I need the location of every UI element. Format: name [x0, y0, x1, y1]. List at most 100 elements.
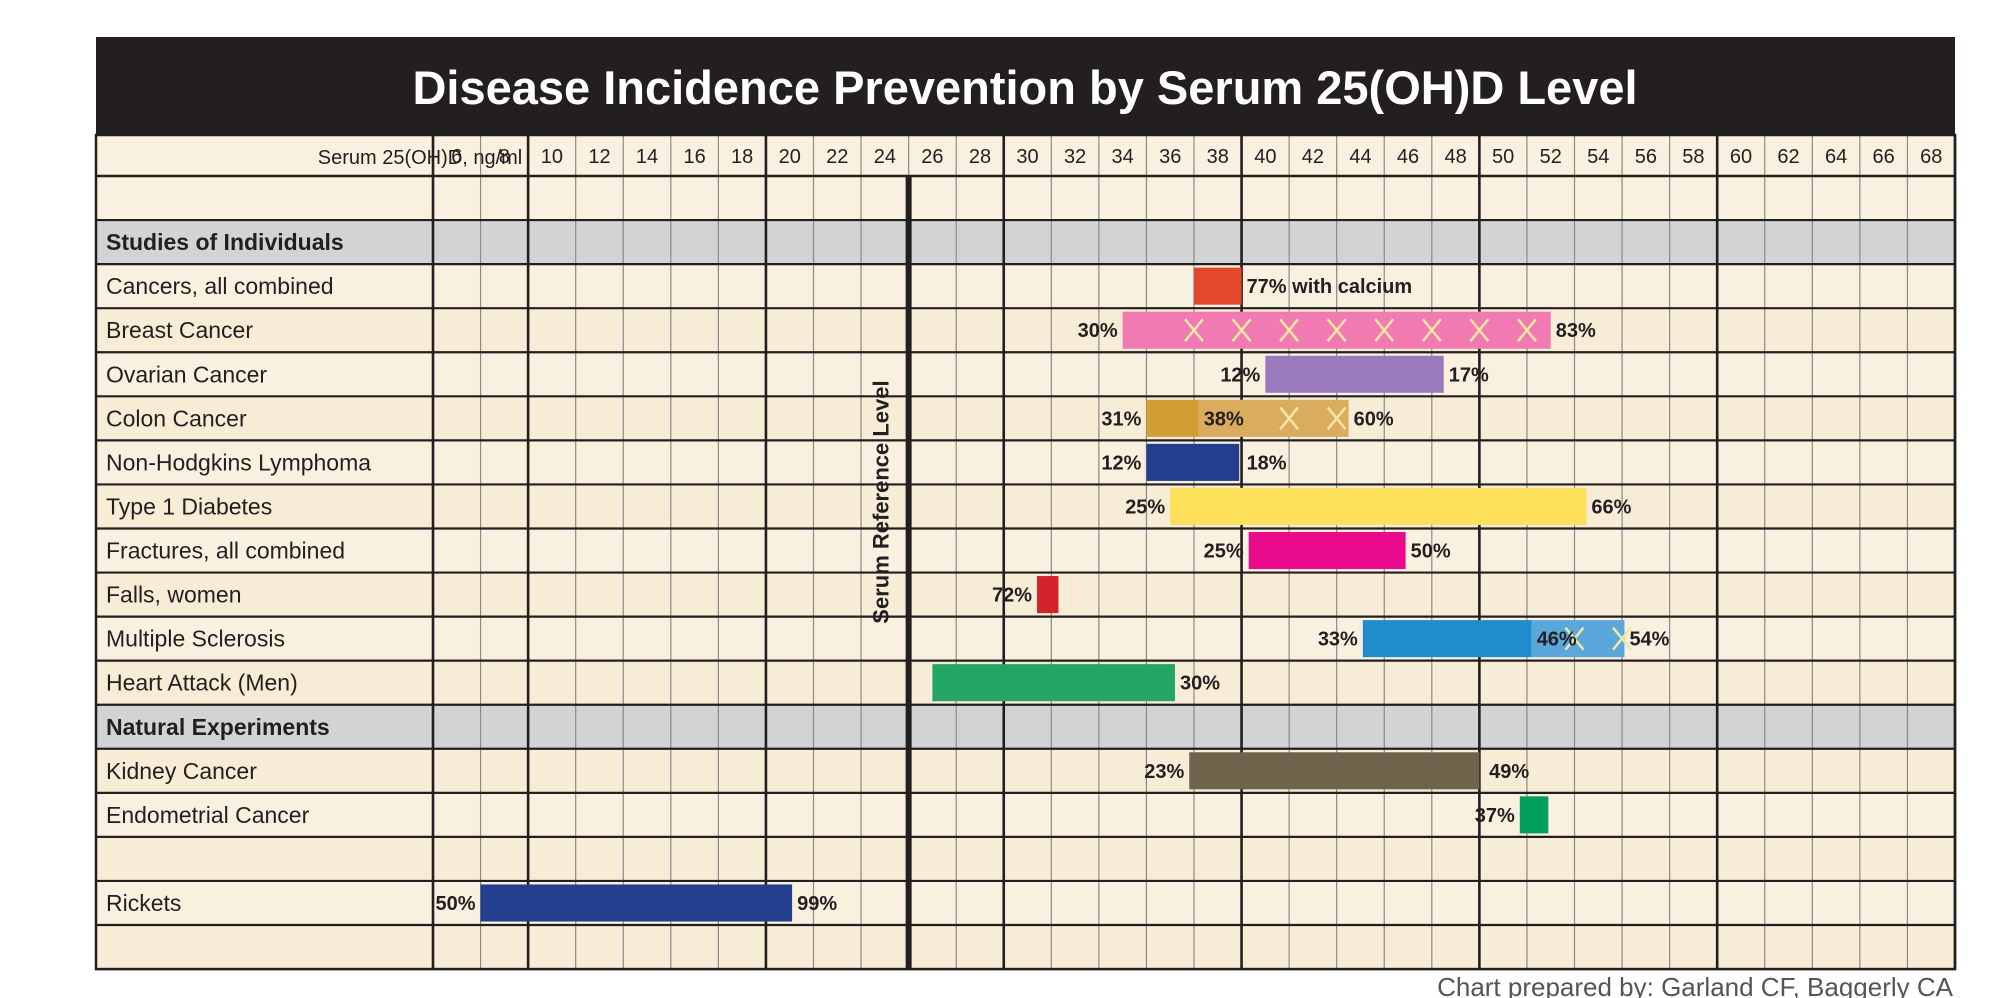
data-label: 12%: [1101, 452, 1141, 474]
row-bg: [96, 704, 1955, 749]
x-tick-label: 18: [731, 146, 753, 168]
x-tick-label: 32: [1064, 146, 1086, 168]
chart-title: Disease Incidence Prevention by Serum 25…: [412, 61, 1637, 114]
x-tick-label: 68: [1920, 146, 1942, 168]
row-bg: [96, 220, 1955, 265]
table-frame: [94, 133, 1957, 971]
row-bg: [96, 925, 1955, 970]
row-label: Falls, women: [106, 582, 241, 608]
x-tick-label: 54: [1587, 146, 1609, 168]
data-label: 23%: [1144, 761, 1184, 783]
range-bar: [1146, 443, 1240, 481]
data-label: 25%: [1204, 541, 1244, 563]
x-tick-label: 16: [683, 146, 705, 168]
data-label: 17%: [1449, 364, 1489, 386]
row-label: Cancers, all combined: [106, 273, 334, 299]
x-tick-label: 14: [636, 146, 658, 168]
row-bg: [96, 792, 1955, 837]
row-bg: [96, 352, 1955, 397]
x-tick-label: 58: [1682, 146, 1704, 168]
data-label: 60%: [1354, 408, 1394, 430]
data-label: 25%: [1125, 496, 1165, 518]
x-axis-label: Serum 25(OH)D, ng/ml: [318, 147, 523, 169]
data-label: 30%: [1078, 320, 1118, 342]
row-bg: [96, 308, 1955, 353]
x-tick-label: 30: [1016, 146, 1038, 168]
data-label: 83%: [1556, 320, 1596, 342]
range-bar: [1146, 399, 1199, 437]
x-tick-label: 36: [1159, 146, 1181, 168]
x-tick-label: 42: [1302, 146, 1324, 168]
x-tick-label: 28: [969, 146, 991, 168]
row-label: Kidney Cancer: [106, 758, 257, 784]
range-bar: [1037, 576, 1059, 614]
row-bg: [96, 880, 1955, 926]
range-bar: [1531, 620, 1625, 658]
range-bar: [1189, 752, 1480, 790]
x-tick-label: 34: [1112, 146, 1134, 168]
x-tick-label: 64: [1825, 146, 1847, 168]
row-backgrounds: [96, 135, 1955, 970]
x-tick-label: 10: [541, 146, 563, 168]
x-mark: [1612, 626, 1633, 651]
x-mark: [1279, 406, 1300, 431]
data-bars: [480, 267, 1633, 922]
x-tick-label: 56: [1635, 146, 1657, 168]
row-label: Multiple Sclerosis: [106, 626, 285, 652]
x-tick-label: 66: [1873, 146, 1895, 168]
data-label: 77% with calcium: [1247, 276, 1413, 298]
data-label: 31%: [1101, 408, 1141, 430]
row-bg: [96, 484, 1955, 529]
x-mark: [1421, 318, 1442, 343]
x-tick-label: 46: [1397, 146, 1419, 168]
row-label: Endometrial Cancer: [106, 802, 310, 828]
x-mark: [1326, 318, 1347, 343]
range-bar: [1519, 796, 1549, 834]
data-label: 18%: [1247, 452, 1287, 474]
x-mark: [1374, 318, 1395, 343]
data-label: 66%: [1591, 496, 1631, 518]
row-bg: [96, 440, 1955, 485]
row-bg: [96, 176, 1955, 221]
row-bg: [96, 264, 1955, 309]
x-tick-label: 44: [1349, 146, 1371, 168]
title-bar: [96, 37, 1955, 135]
x-tick-label: 12: [588, 146, 610, 168]
data-label: 37%: [1475, 805, 1515, 827]
range-bar: [1194, 267, 1242, 305]
row-label: Breast Cancer: [106, 317, 253, 343]
row-bg: [96, 748, 1955, 793]
x-tick-label: 22: [826, 146, 848, 168]
data-label: 46%: [1537, 629, 1577, 651]
data-label: 38%: [1204, 408, 1244, 430]
chart-labels: 6 8 10 12 14 16 18 20 22 24 26 28 30 32 34 36 38 40 42 44 46…: [106, 146, 1942, 916]
data-label: 49%: [1489, 761, 1529, 783]
data-label: 72%: [992, 585, 1032, 607]
x-tick-label: 26: [921, 146, 943, 168]
x-tick-label: 40: [1254, 146, 1276, 168]
chart-credit: Chart prepared by: Garland CF, Baggerly …: [1437, 972, 1954, 998]
x-mark: [1469, 318, 1490, 343]
range-bar: [1265, 355, 1444, 393]
row-label: Rickets: [106, 890, 181, 916]
row-label: Non-Hodgkins Lymphoma: [106, 449, 371, 475]
reference-line-label: Serum Reference Level: [869, 380, 894, 623]
row-label: Type 1 Diabetes: [106, 493, 272, 519]
x-mark: [1279, 318, 1300, 343]
row-bg: [96, 528, 1955, 573]
data-label: 50%: [436, 893, 476, 915]
row-label: Heart Attack (Men): [106, 670, 298, 696]
x-tick-label: 62: [1777, 146, 1799, 168]
range-bar: [1198, 399, 1349, 437]
row-label: Fractures, all combined: [106, 538, 345, 564]
range-bar: [1170, 487, 1587, 525]
range-bar: [932, 664, 1175, 702]
range-bar: [480, 884, 793, 922]
x-tick-label: 38: [1207, 146, 1229, 168]
x-tick-label: 60: [1730, 146, 1752, 168]
grid-lines: [94, 133, 1957, 971]
row-bg: [96, 616, 1955, 661]
x-tick-label: 8: [499, 146, 510, 168]
x-mark: [1326, 406, 1347, 431]
x-tick-label: 24: [874, 146, 896, 168]
